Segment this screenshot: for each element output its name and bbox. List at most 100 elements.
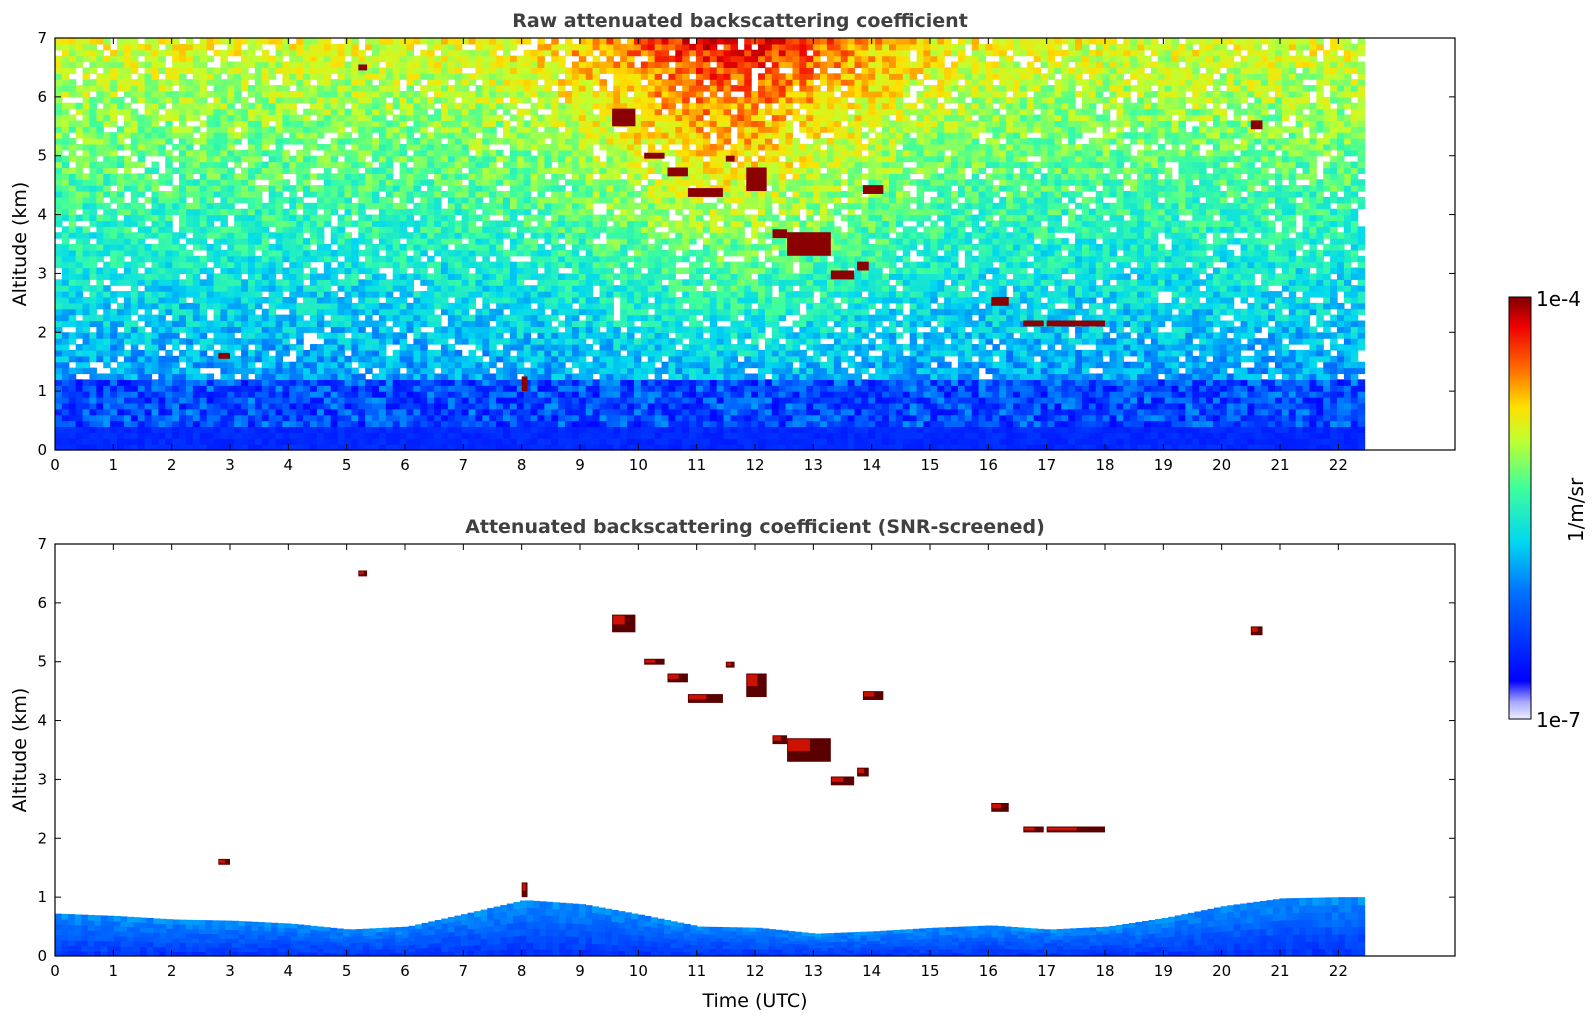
heatmap-cell bbox=[496, 332, 504, 339]
heatmap-cell bbox=[261, 55, 270, 63]
heatmap-cell bbox=[268, 355, 277, 363]
heatmap-cell bbox=[310, 96, 318, 104]
heatmap-cell bbox=[185, 67, 194, 74]
heatmap-cell bbox=[551, 291, 559, 298]
heatmap-cell bbox=[268, 332, 277, 339]
heatmap-cell bbox=[385, 67, 394, 74]
heatmap-cell bbox=[516, 179, 525, 186]
heatmap-cell bbox=[489, 173, 497, 180]
heatmap-cell bbox=[227, 38, 235, 45]
heatmap-cell bbox=[509, 161, 518, 169]
heatmap-cell bbox=[213, 38, 222, 45]
heatmap-cell bbox=[392, 143, 401, 151]
heatmap-cell bbox=[151, 344, 159, 351]
heatmap-cell bbox=[296, 126, 304, 133]
heatmap-cell bbox=[523, 55, 532, 63]
heatmap-cell bbox=[137, 420, 146, 428]
heatmap-cell bbox=[110, 191, 118, 198]
heatmap-cell bbox=[385, 332, 394, 339]
heatmap-cell bbox=[96, 220, 104, 227]
heatmap-cell bbox=[392, 202, 401, 210]
heatmap-cell bbox=[482, 320, 490, 327]
heatmap-cell bbox=[75, 361, 84, 369]
heatmap-cell bbox=[461, 397, 470, 404]
heatmap-cell bbox=[413, 167, 421, 174]
heatmap-cell bbox=[268, 420, 277, 428]
heatmap-cell bbox=[303, 255, 311, 263]
heatmap-cell bbox=[179, 49, 187, 57]
heatmap-cell bbox=[172, 344, 180, 351]
heatmap-cell bbox=[544, 397, 552, 404]
heatmap-cell bbox=[399, 385, 408, 392]
heatmap-cell bbox=[316, 161, 325, 169]
heatmap-cell bbox=[378, 320, 387, 327]
heatmap-cell bbox=[247, 261, 256, 269]
heatmap-cell bbox=[440, 67, 449, 74]
heatmap-cell bbox=[310, 420, 318, 428]
heatmap-cell bbox=[489, 267, 497, 275]
heatmap-cell bbox=[537, 332, 545, 339]
heatmap-cell bbox=[227, 102, 235, 110]
heatmap-cell bbox=[372, 96, 380, 104]
heatmap-cell bbox=[68, 67, 77, 74]
heatmap-cell bbox=[268, 167, 277, 174]
heatmap-cell bbox=[220, 285, 228, 292]
heatmap-cell bbox=[103, 67, 111, 74]
heatmap-cell bbox=[475, 338, 483, 345]
heatmap-cell bbox=[454, 102, 463, 110]
heatmap-cell bbox=[337, 226, 346, 233]
heatmap-cell bbox=[323, 220, 332, 227]
heatmap-cell bbox=[241, 326, 249, 333]
heatmap-cell bbox=[220, 55, 228, 63]
heatmap-cell bbox=[296, 179, 304, 186]
heatmap-cell bbox=[530, 67, 539, 74]
heatmap-cell bbox=[344, 273, 352, 280]
heatmap-cell bbox=[468, 79, 477, 86]
heatmap-cell bbox=[110, 438, 118, 445]
heatmap-cell bbox=[537, 73, 545, 80]
heatmap-cell bbox=[558, 296, 566, 304]
heatmap-cell bbox=[565, 238, 573, 245]
heatmap-cell bbox=[61, 314, 70, 322]
heatmap-cell bbox=[496, 173, 504, 180]
heatmap-cell bbox=[151, 326, 159, 333]
heatmap-cell bbox=[516, 173, 525, 180]
heatmap-cell bbox=[537, 326, 545, 333]
heatmap-cell bbox=[316, 38, 325, 45]
heatmap-cell bbox=[503, 361, 511, 369]
heatmap-cell bbox=[406, 344, 415, 351]
heatmap-cell bbox=[434, 414, 442, 422]
heatmap-cell bbox=[592, 302, 601, 310]
heatmap-cell bbox=[551, 314, 559, 322]
heatmap-cell bbox=[365, 261, 373, 269]
heatmap-cell bbox=[344, 232, 352, 239]
heatmap-cell bbox=[385, 361, 394, 369]
heatmap-cell bbox=[323, 426, 332, 433]
heatmap-cell bbox=[282, 196, 290, 204]
heatmap-cell bbox=[123, 244, 132, 251]
heatmap-cell bbox=[158, 408, 166, 416]
heatmap-cell bbox=[151, 55, 159, 63]
heatmap-cell bbox=[103, 90, 111, 98]
heatmap-cell bbox=[179, 173, 187, 180]
heatmap-cell bbox=[406, 420, 415, 428]
heatmap-cell bbox=[61, 273, 70, 280]
heatmap-cell bbox=[296, 244, 304, 251]
heatmap-cell bbox=[316, 285, 325, 292]
heatmap-cell bbox=[482, 308, 490, 316]
heatmap-cell bbox=[351, 385, 359, 392]
heatmap-cell bbox=[537, 373, 545, 380]
heatmap-cell bbox=[551, 261, 559, 269]
heatmap-cell bbox=[496, 149, 504, 157]
heatmap-cell bbox=[434, 214, 442, 222]
heatmap-cell bbox=[110, 161, 118, 169]
heatmap-cell bbox=[427, 191, 435, 198]
heatmap-cell bbox=[103, 273, 111, 280]
heatmap-cell bbox=[82, 320, 91, 327]
heatmap-cell bbox=[241, 344, 249, 351]
heatmap-cell bbox=[275, 149, 284, 157]
heatmap-cell bbox=[158, 426, 166, 433]
heatmap-cell bbox=[206, 67, 215, 74]
heatmap-cell bbox=[447, 161, 456, 169]
heatmap-cell bbox=[523, 314, 532, 322]
